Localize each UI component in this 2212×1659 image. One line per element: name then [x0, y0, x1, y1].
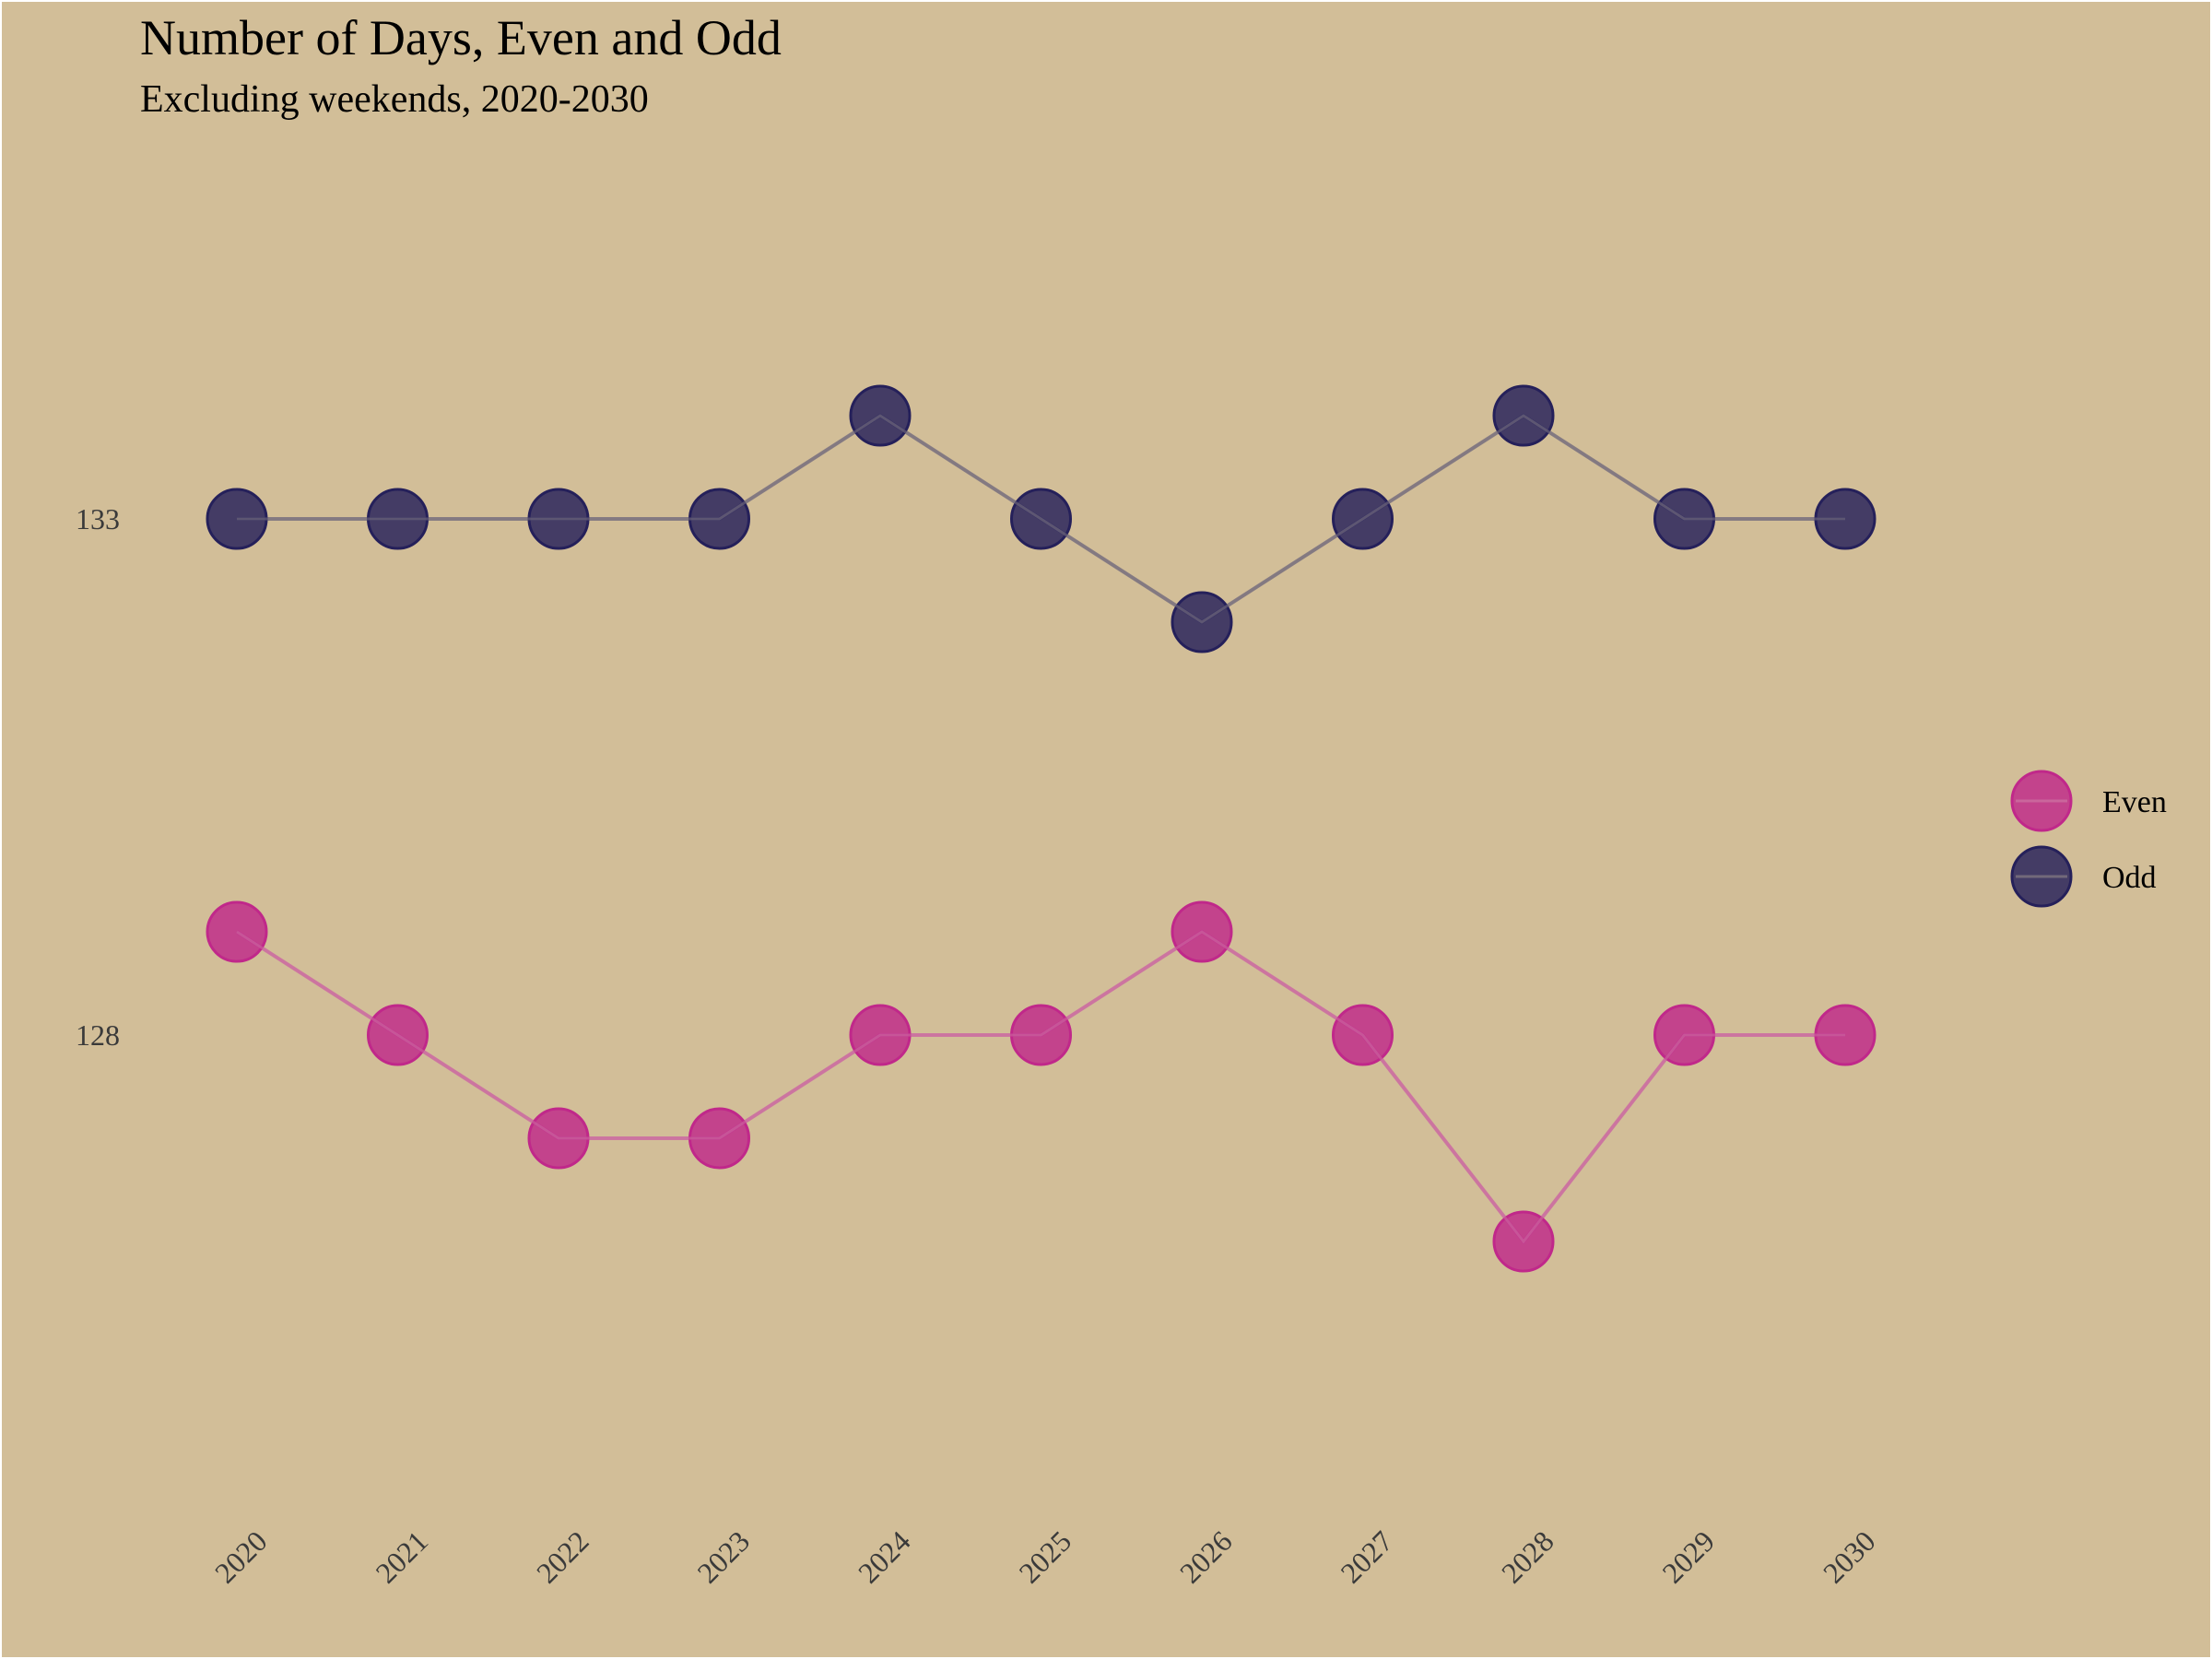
chart-title: Number of Days, Even and Odd	[140, 10, 782, 65]
x-tick-label-2020: 2020	[208, 1524, 274, 1590]
series-points	[206, 384, 1877, 1273]
x-tick-label-2025: 2025	[1012, 1524, 1077, 1590]
chart-subtitle: Excluding weekends, 2020-2030	[140, 78, 649, 121]
x-tick-label-2023: 2023	[690, 1524, 756, 1590]
x-tick-label-2022: 2022	[530, 1524, 595, 1590]
series-line-overlay-odd	[237, 414, 1845, 624]
x-tick-label-2026: 2026	[1173, 1524, 1239, 1590]
y-tick-label-133: 133	[76, 502, 120, 535]
x-axis-ticks: 2020 2021 2022 2023 2024 2025 2026 2027 2028 2029…	[208, 1524, 1882, 1590]
legend-item-odd: Odd	[2010, 845, 2157, 908]
legend-item-even: Even	[2010, 770, 2167, 832]
x-tick-label-2021: 2021	[369, 1524, 434, 1590]
x-tick-label-2030: 2030	[1817, 1524, 1882, 1590]
y-axis-ticks: 128 133	[76, 502, 120, 1052]
x-tick-label-2028: 2028	[1495, 1524, 1560, 1590]
x-tick-label-2027: 2027	[1334, 1524, 1399, 1590]
x-tick-label-2029: 2029	[1655, 1524, 1721, 1590]
series-line-overlay-even	[236, 930, 1845, 1244]
legend-label-odd: Odd	[2102, 861, 2157, 895]
legend: Even Odd	[2010, 770, 2167, 908]
x-tick-label-2024: 2024	[852, 1524, 917, 1590]
legend-label-even: Even	[2102, 785, 2167, 819]
y-tick-label-128: 128	[76, 1018, 120, 1052]
